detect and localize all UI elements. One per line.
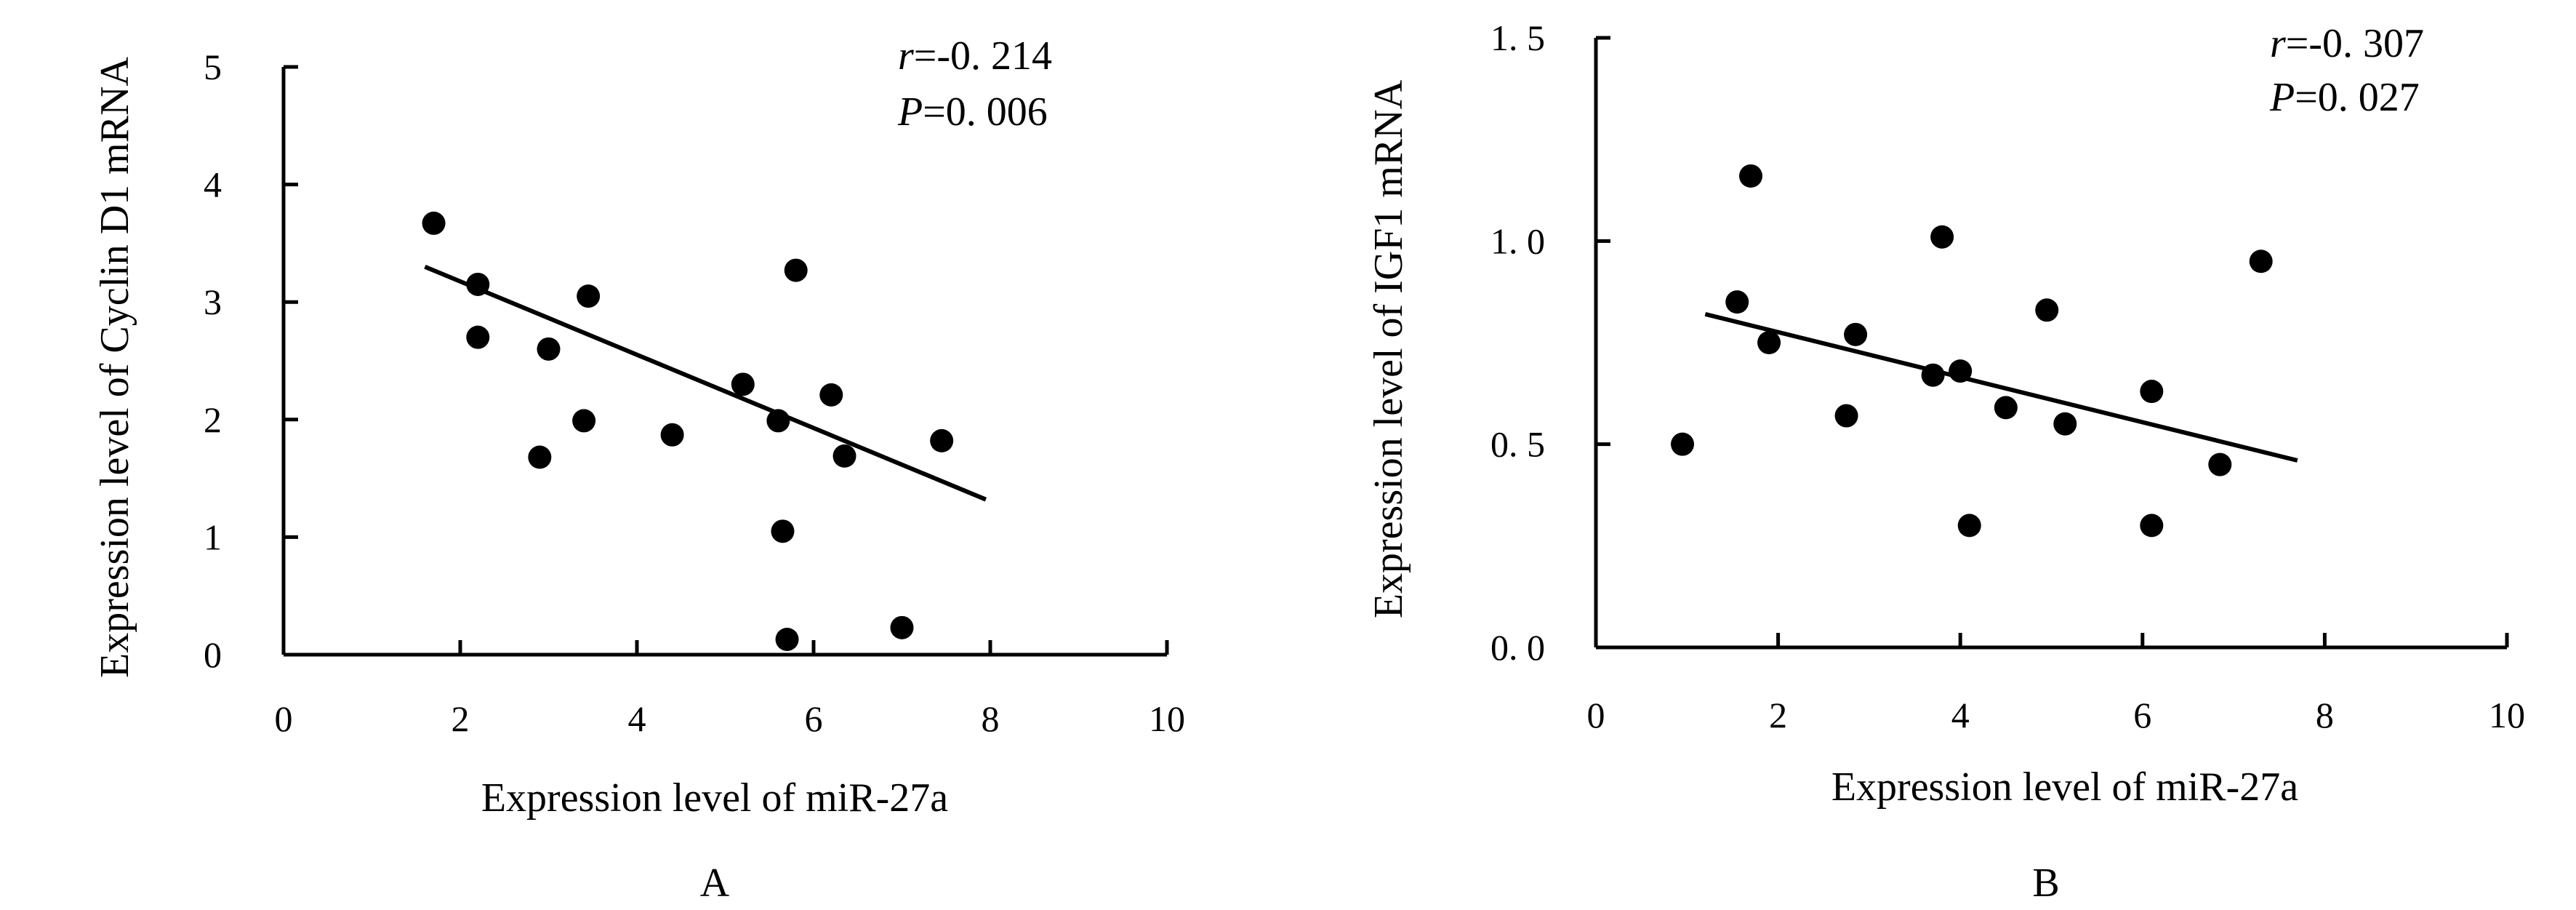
- stat-p-symbol-a: P: [897, 89, 923, 135]
- data-point-b: [1844, 322, 1868, 346]
- x-tick-label-b: 6: [2133, 695, 2151, 735]
- y-tick-label-b: 0. 0: [1490, 627, 1545, 668]
- data-point-a: [537, 337, 561, 361]
- stat-p-symbol-b: P: [2269, 75, 2295, 120]
- panel-label-b: B: [2032, 861, 2059, 906]
- y-tick-label-a: 3: [204, 282, 222, 322]
- y-tick-label-a: 0: [204, 634, 222, 675]
- x-tick-label-b: 2: [1769, 695, 1787, 735]
- panel-b: r=-0. 307 P=0. 027 Expression level of m…: [1366, 17, 2525, 906]
- x-tick-label-a: 6: [805, 698, 823, 739]
- data-point-b: [1757, 331, 1781, 354]
- y-axis-title-b: Expression level of IGF1 mRNA: [1366, 79, 1411, 618]
- data-point-a: [731, 372, 755, 396]
- stat-r-value-b: =-0. 307: [2286, 21, 2424, 66]
- data-point-b: [1671, 432, 1695, 456]
- data-point-b: [2208, 452, 2232, 476]
- data-point-b: [1930, 225, 1954, 249]
- data-point-a: [466, 325, 490, 349]
- stat-r-a: r=-0. 214: [898, 33, 1052, 79]
- y-axis-title-a: Expression level of Cyclin D1 mRNA: [92, 56, 137, 677]
- data-point-b: [1921, 363, 1945, 387]
- panel-a: r=-0. 214 P=0. 006 Expression level of m…: [92, 33, 1185, 906]
- x-tick-label-b: 8: [2316, 695, 2334, 735]
- x-tick-label-a: 2: [452, 698, 470, 739]
- data-point-b: [1957, 514, 1981, 538]
- data-point-a: [930, 428, 954, 452]
- x-tick-label-a: 4: [628, 698, 646, 739]
- panel-label-a: A: [700, 861, 730, 906]
- data-point-b: [2140, 380, 2164, 404]
- data-point-b: [1725, 290, 1749, 314]
- stat-r-value-a: =-0. 214: [914, 33, 1052, 79]
- data-point-a: [784, 258, 808, 282]
- y-tick-label-b: 1. 0: [1490, 220, 1545, 261]
- data-point-b: [1949, 359, 1973, 383]
- y-tick-label-a: 1: [204, 516, 222, 557]
- data-point-b: [2035, 298, 2059, 322]
- data-point-a: [422, 211, 446, 235]
- regression-line-a: [424, 264, 987, 502]
- stat-p-b: P=0. 027: [2269, 75, 2420, 120]
- data-point-a: [771, 519, 795, 543]
- x-tick-label-b: 4: [1951, 695, 1970, 735]
- y-tick-label-a: 2: [204, 399, 222, 440]
- data-point-a: [766, 409, 790, 433]
- stat-r-symbol-a: r: [898, 33, 914, 79]
- data-point-b: [2140, 514, 2164, 538]
- x-axis-title-a: Expression level of miR-27a: [481, 775, 948, 821]
- stat-p-a: P=0. 006: [897, 89, 1048, 135]
- y-tick-label-b: 1. 5: [1490, 17, 1545, 58]
- data-point-a: [466, 272, 490, 296]
- y-tick-label-b: 0. 5: [1490, 424, 1545, 465]
- data-point-a: [832, 444, 856, 468]
- stat-r-b: r=-0. 307: [2270, 21, 2424, 66]
- x-tick-label-b: 10: [2489, 695, 2525, 735]
- stat-r-symbol-b: r: [2270, 21, 2286, 66]
- data-point-a: [775, 627, 799, 651]
- data-point-a: [528, 445, 552, 469]
- y-tick-label-a: 4: [204, 164, 222, 205]
- y-tick-label-a: 5: [204, 47, 222, 87]
- data-point-b: [1739, 164, 1763, 188]
- data-point-b: [2249, 250, 2273, 274]
- data-point-a: [577, 284, 601, 308]
- data-point-a: [890, 615, 914, 639]
- x-tick-label-a: 0: [275, 698, 293, 739]
- regression-line-b: [1704, 311, 2298, 463]
- x-axis-title-b: Expression level of miR-27a: [1831, 765, 2298, 810]
- data-point-a: [660, 423, 684, 447]
- data-point-a: [572, 409, 596, 433]
- x-tick-label-a: 8: [982, 698, 1000, 739]
- stat-p-value-b: =0. 027: [2295, 75, 2420, 120]
- data-point-a: [819, 383, 843, 407]
- data-point-b: [1994, 396, 2018, 420]
- x-tick-label-a: 10: [1149, 698, 1185, 739]
- stat-p-value-a: =0. 006: [923, 89, 1048, 135]
- data-point-b: [2053, 412, 2077, 436]
- x-tick-label-b: 0: [1587, 695, 1605, 735]
- data-point-b: [1834, 404, 1858, 428]
